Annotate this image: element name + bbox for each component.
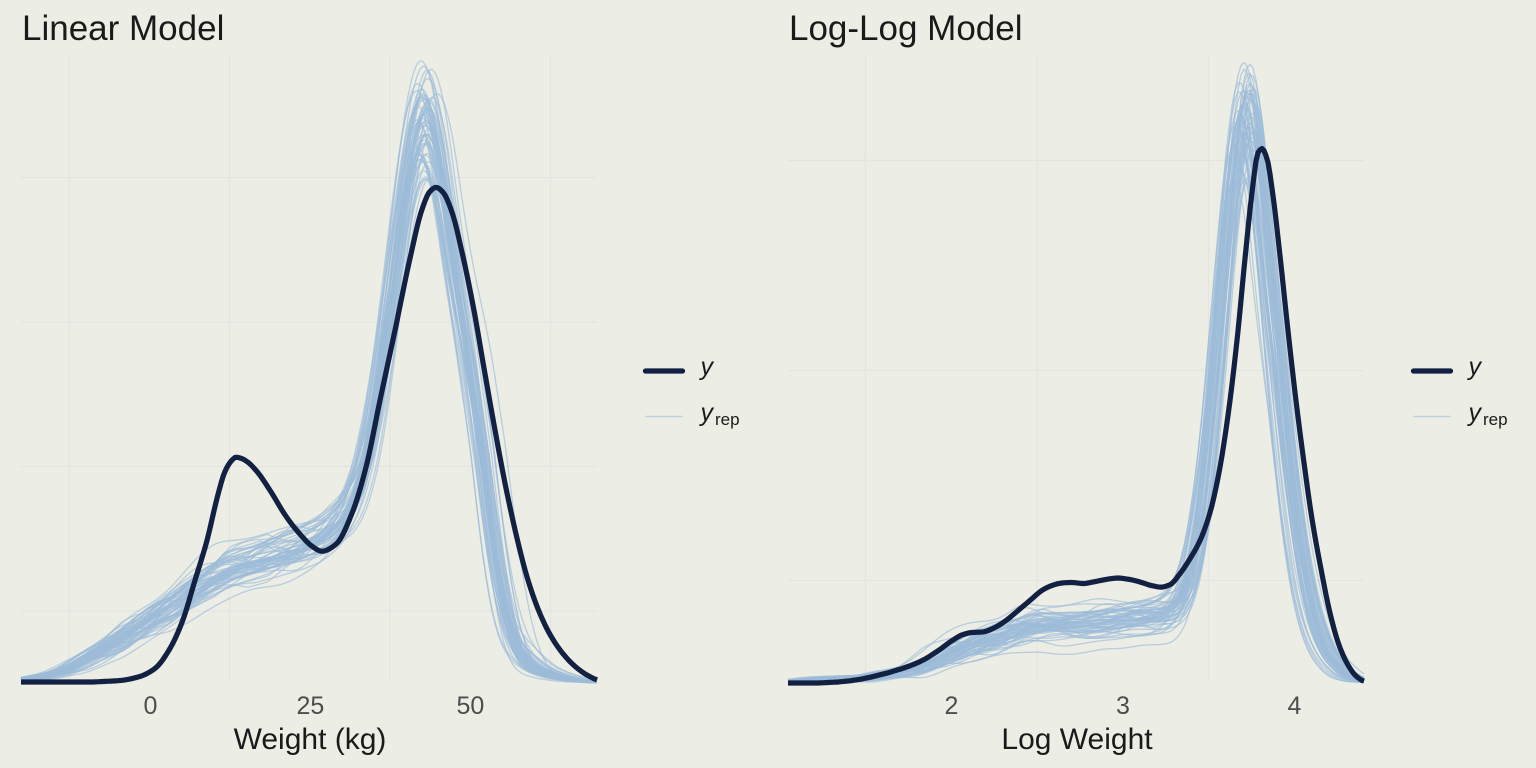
svg-text:Linear Model: Linear Model [22, 9, 224, 48]
svg-text:3: 3 [1116, 692, 1130, 720]
svg-text:rep: rep [715, 410, 740, 429]
svg-text:0: 0 [143, 692, 157, 720]
svg-text:2: 2 [945, 692, 959, 720]
svg-text:y: y [699, 353, 715, 381]
svg-text:50: 50 [456, 692, 484, 720]
svg-text:Log Weight: Log Weight [1001, 723, 1153, 756]
svg-text:25: 25 [296, 692, 324, 720]
svg-text:y: y [1467, 399, 1483, 427]
svg-text:4: 4 [1288, 692, 1302, 720]
svg-text:rep: rep [1483, 410, 1508, 429]
svg-text:y: y [699, 399, 715, 427]
svg-text:Weight (kg): Weight (kg) [234, 723, 387, 756]
svg-text:Log-Log Model: Log-Log Model [789, 9, 1023, 48]
svg-text:y: y [1467, 353, 1483, 381]
